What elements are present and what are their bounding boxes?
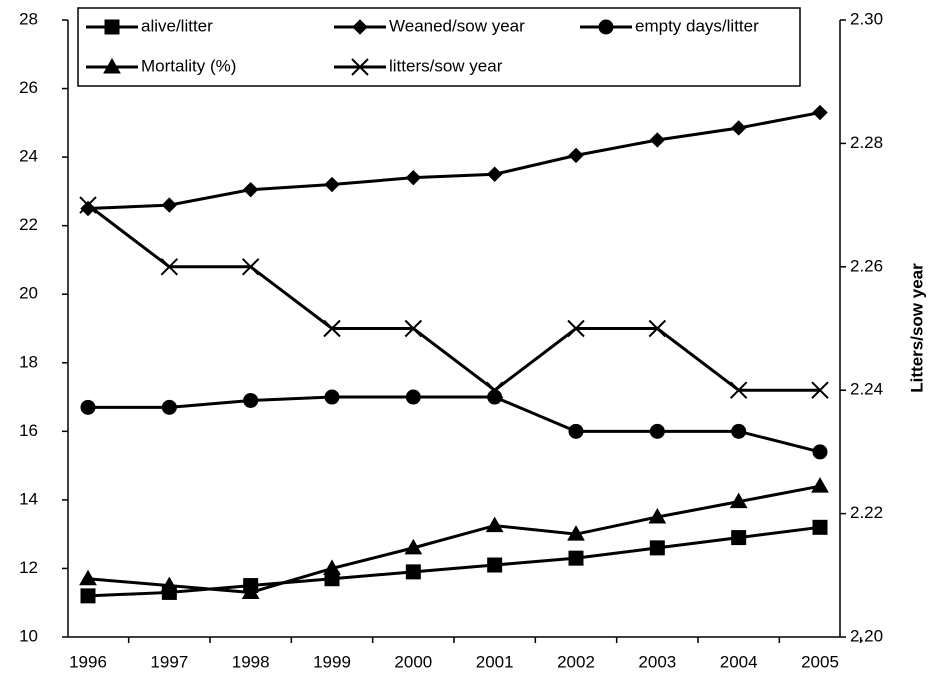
point — [487, 389, 503, 405]
point — [485, 516, 504, 533]
x-tick-label: 2002 — [557, 652, 595, 671]
point — [649, 540, 665, 556]
point — [731, 530, 747, 546]
point — [487, 557, 503, 573]
x-tick-label: 1997 — [150, 652, 188, 671]
y2-tick-label: 2.20 — [850, 626, 883, 645]
y-tick-label: 18 — [19, 352, 38, 371]
point — [79, 569, 97, 586]
x-tick-label: 1998 — [232, 652, 270, 671]
legend-label: Weaned/sow year — [389, 16, 525, 35]
point — [241, 583, 260, 599]
x-tick-label: 2005 — [801, 652, 839, 671]
y2-tick-label: 2.28 — [850, 133, 883, 152]
point — [649, 423, 665, 439]
y-tick-label: 24 — [19, 147, 38, 166]
legend-label: empty days/litter — [635, 16, 759, 35]
point — [80, 200, 96, 217]
point — [568, 550, 584, 566]
legend-marker — [352, 19, 368, 35]
y-tick-label: 20 — [19, 284, 38, 303]
legend-marker — [351, 58, 369, 76]
point — [161, 197, 178, 213]
point — [160, 576, 179, 593]
y-tick-label: 12 — [19, 558, 38, 577]
point — [404, 538, 423, 555]
x-tick-label: 2000 — [394, 652, 432, 671]
legend-marker — [103, 57, 121, 74]
point — [568, 147, 584, 164]
point — [729, 381, 748, 399]
point — [731, 423, 747, 439]
point — [324, 389, 340, 405]
y-tick-label: 28 — [19, 9, 38, 28]
point — [242, 181, 259, 198]
y-tick-label: 22 — [19, 215, 38, 234]
point — [243, 392, 259, 408]
y2-tick-label: 2.24 — [850, 380, 883, 399]
series-line — [87, 203, 820, 393]
point — [648, 319, 667, 338]
point — [324, 176, 340, 193]
legend — [77, 7, 801, 87]
x-tick-label: 2001 — [476, 652, 514, 671]
point — [161, 399, 177, 415]
point — [812, 104, 828, 121]
point — [648, 508, 667, 524]
x-tick-label: 1996 — [69, 652, 107, 671]
y2-tick-label: 2.26 — [850, 256, 883, 275]
series-line — [87, 111, 821, 211]
point — [811, 477, 829, 493]
point — [405, 389, 421, 405]
point — [405, 169, 422, 186]
point — [485, 381, 504, 399]
point — [160, 258, 179, 276]
point — [568, 423, 584, 439]
x-tick-label: 1999 — [313, 652, 351, 671]
y-tick-label: 16 — [19, 421, 38, 440]
legend-label: litters/sow year — [389, 56, 503, 75]
point — [241, 258, 260, 276]
point — [812, 444, 828, 460]
point — [729, 492, 748, 509]
point — [323, 319, 341, 338]
y-tick-label: 14 — [19, 489, 38, 508]
point — [730, 120, 747, 136]
point — [811, 381, 829, 399]
point — [80, 588, 96, 604]
point — [567, 525, 585, 541]
y2-tick-label: 2.22 — [850, 503, 883, 522]
point — [323, 559, 341, 575]
y-tick-label: 10 — [19, 626, 38, 645]
x-tick-label: 2004 — [720, 652, 758, 671]
point — [404, 319, 423, 338]
y2-axis-title: Litters/sow year — [907, 263, 926, 393]
legend-label: alive/litter — [141, 16, 213, 35]
legend-marker — [104, 19, 120, 35]
series-line — [88, 395, 821, 454]
legend-label: Mortality (%) — [141, 56, 236, 75]
y-tick-label: 26 — [19, 78, 38, 97]
point — [812, 519, 828, 535]
legend-marker — [598, 19, 614, 35]
point — [80, 399, 96, 415]
y2-tick-label: 2.30 — [850, 9, 883, 28]
point — [486, 166, 503, 182]
point — [79, 196, 97, 214]
point — [649, 132, 666, 148]
point — [567, 319, 585, 338]
point — [405, 564, 421, 580]
series-line — [87, 484, 821, 594]
x-tick-label: 2003 — [638, 652, 676, 671]
